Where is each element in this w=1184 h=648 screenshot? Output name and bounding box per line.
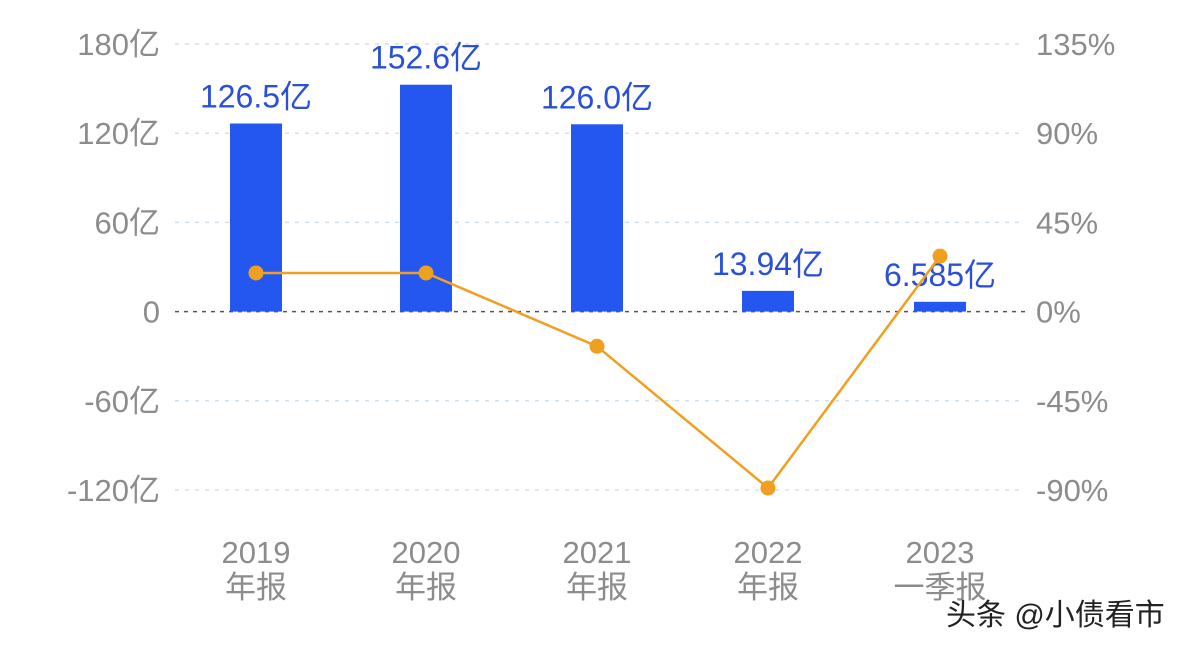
line-point xyxy=(932,248,948,264)
left-tick-label: -60亿 xyxy=(84,384,160,419)
line-series xyxy=(248,248,948,496)
left-tick-label: 180亿 xyxy=(77,27,160,62)
bar-value-label: 126.5亿 xyxy=(200,79,312,115)
bar-value-label: 126.0亿 xyxy=(541,79,653,115)
left-tick-label: 60亿 xyxy=(95,205,160,240)
watermark: 头条 @小债看市 xyxy=(946,599,1165,632)
category-label: 2019 xyxy=(222,535,291,570)
category-label: 年报 xyxy=(737,570,799,605)
line-point xyxy=(589,338,605,354)
category-label: 一季报 xyxy=(894,570,987,605)
left-tick-label: -120亿 xyxy=(67,473,160,508)
line-point xyxy=(248,265,264,281)
left-tick-label: 120亿 xyxy=(77,116,160,151)
category-label: 年报 xyxy=(225,570,287,605)
category-label: 年报 xyxy=(566,570,628,605)
watermark-text: 头条 @小债看市 xyxy=(946,599,1165,632)
bar xyxy=(914,301,966,312)
right-tick-label: 135% xyxy=(1036,27,1115,62)
bar-series xyxy=(230,84,966,312)
category-label: 2023 xyxy=(906,535,975,570)
right-axis-ticks: 135% 90% 45% 0% -45% -90% xyxy=(1036,27,1115,508)
right-tick-label: 0% xyxy=(1036,295,1081,330)
left-axis-ticks: 180亿 120亿 60亿 0 -60亿 -120亿 xyxy=(67,27,160,508)
bar xyxy=(571,124,623,312)
bar xyxy=(742,290,794,312)
right-tick-label: 45% xyxy=(1036,205,1098,240)
right-tick-label: 90% xyxy=(1036,116,1098,151)
bar-value-label: 152.6亿 xyxy=(370,40,482,76)
bar xyxy=(230,123,282,312)
right-tick-label: -90% xyxy=(1036,473,1108,508)
category-label: 年报 xyxy=(395,570,457,605)
left-tick-label: 0 xyxy=(143,295,160,330)
category-label: 2020 xyxy=(392,535,461,570)
right-tick-label: -45% xyxy=(1036,384,1108,419)
bar-value-label: 13.94亿 xyxy=(712,246,824,282)
category-label: 2021 xyxy=(563,535,632,570)
category-label: 2022 xyxy=(734,535,803,570)
line-point xyxy=(760,480,776,496)
line-point xyxy=(418,265,434,281)
